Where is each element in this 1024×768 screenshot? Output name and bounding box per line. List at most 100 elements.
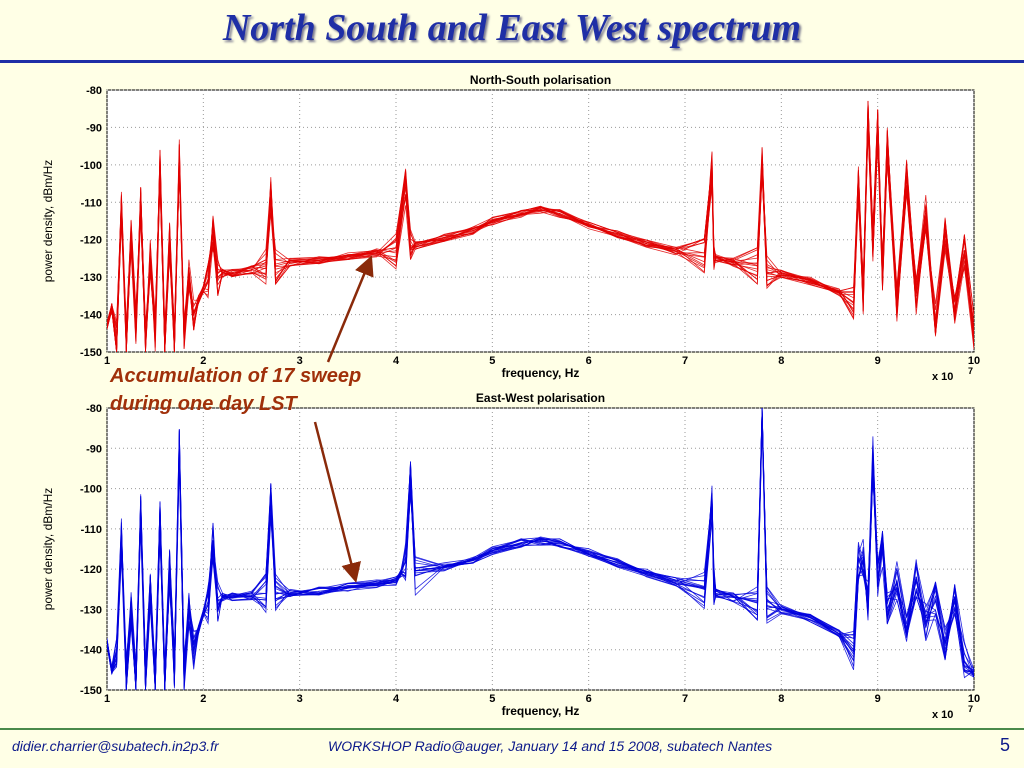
data-point [732, 596, 734, 598]
data-point [809, 616, 811, 619]
data-point [886, 608, 888, 611]
data-point [207, 604, 209, 607]
data-point [934, 317, 937, 319]
data-point [154, 332, 156, 334]
data-point [409, 475, 412, 478]
data-point [222, 272, 224, 274]
x-tick-label: 3 [297, 355, 303, 367]
data-point [405, 186, 407, 188]
data-point [130, 231, 132, 233]
data-point [780, 272, 782, 274]
chart-ns: 1 2 3 4 5 6 7 8 9 10 -80 -90 -100 -110 -120 -130 -140 -15… [41, 73, 980, 383]
data-point [414, 574, 416, 576]
data-point [857, 560, 860, 562]
data-point [149, 257, 151, 260]
data-point [193, 313, 195, 316]
data-point [852, 302, 855, 304]
x-tick-label: 4 [393, 355, 400, 367]
data-point [756, 600, 758, 602]
data-point [173, 669, 176, 671]
data-point [111, 669, 113, 671]
data-point [732, 261, 734, 263]
y-tick-label: -150 [80, 685, 102, 697]
annotation-arrow-up [326, 255, 374, 363]
data-point [197, 628, 200, 631]
data-point [144, 677, 147, 679]
data-point [164, 343, 166, 346]
data-point [125, 340, 127, 342]
data-point [838, 291, 840, 293]
data-point [197, 299, 200, 301]
data-point [107, 325, 108, 327]
data-point [270, 500, 272, 502]
data-point [886, 145, 888, 147]
data-point [125, 677, 127, 679]
data-point [347, 586, 349, 588]
data-point [193, 649, 195, 651]
data-point [318, 590, 320, 592]
y-tick-label: -110 [81, 197, 102, 209]
data-point [409, 246, 412, 248]
data-point [135, 681, 137, 683]
data-point [164, 681, 166, 683]
x-tick-label: 9 [875, 355, 881, 367]
title-divider [0, 60, 1024, 63]
data-point [761, 408, 763, 409]
data-point [318, 259, 320, 261]
y-tick-label: -150 [80, 347, 102, 359]
x-tick-label: 7 [682, 355, 688, 367]
data-point [539, 540, 542, 542]
data-point [520, 212, 522, 215]
x-tick-label: 10 [968, 693, 980, 705]
data-point [250, 594, 253, 596]
data-point [559, 212, 561, 215]
x-tick-label: 6 [586, 693, 592, 705]
x-multiplier-exponent: 7 [968, 366, 973, 376]
data-point [674, 250, 676, 252]
series-sweep-line [107, 408, 974, 690]
x-tick-label: 10 [968, 355, 980, 367]
x-tick-label: 8 [778, 693, 784, 705]
data-point [154, 677, 156, 679]
data-point [270, 194, 272, 196]
footer-workshop: WORKSHOP Radio@auger, January 14 and 15 … [328, 738, 773, 754]
chart-ew: 1 2 3 4 5 6 7 8 9 10 -80 -90 -100 -110 -120 -130 -140 -15… [41, 391, 980, 721]
data-point [896, 302, 898, 304]
chart-title: East-West polarisation [476, 391, 605, 405]
page-number: 5 [999, 735, 1010, 755]
data-point [905, 175, 908, 177]
data-point [713, 254, 715, 256]
data-point [169, 568, 171, 570]
data-point [120, 536, 123, 538]
data-point [852, 649, 855, 651]
data-point [881, 276, 884, 278]
data-point [376, 252, 378, 254]
annotation-text: Accumulation of 17 sweep during one day … [110, 362, 470, 418]
data-point [780, 608, 782, 611]
annotation-line-2: during one day LST [110, 393, 297, 415]
data-point [915, 576, 917, 578]
data-point [111, 306, 113, 308]
y-tick-label: -140 [80, 310, 102, 322]
data-point [395, 250, 397, 252]
y-tick-label: -140 [80, 645, 102, 657]
footer-divider [0, 728, 1024, 730]
data-point [116, 336, 118, 338]
x-tick-label: 2 [200, 355, 206, 367]
y-tick-label: -100 [80, 484, 102, 496]
data-point [877, 126, 879, 129]
data-point [169, 239, 171, 241]
data-point [872, 242, 874, 245]
x-tick-label: 5 [489, 355, 495, 367]
x-axis-label: frequency, Hz [502, 366, 580, 380]
x-tick-label: 8 [778, 355, 784, 367]
data-point [766, 604, 768, 607]
data-point [265, 592, 267, 594]
data-point [715, 257, 717, 260]
data-point [289, 592, 291, 594]
y-tick-label: -80 [86, 403, 102, 415]
data-point [491, 220, 493, 222]
y-tick-label: -120 [80, 235, 102, 247]
x-tick-label: 1 [104, 693, 110, 705]
data-point [202, 287, 204, 289]
